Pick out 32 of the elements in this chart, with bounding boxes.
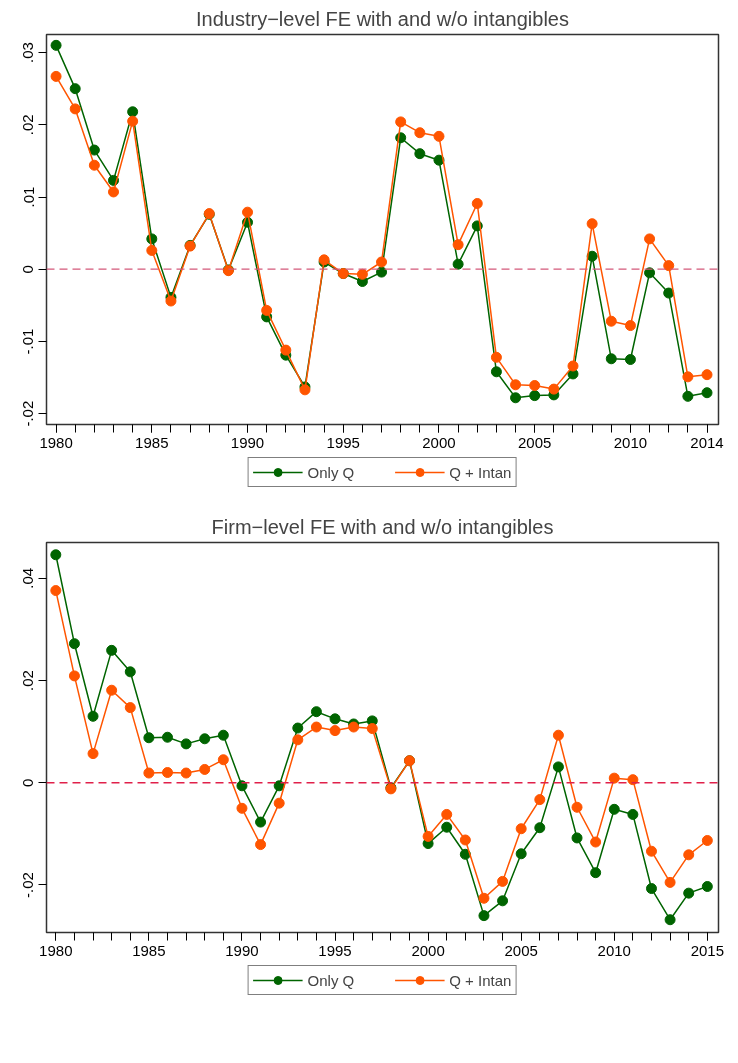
chart-title: Industry−level FE with and w/o intangibles [196,7,569,30]
x-tick-label: 1985 [135,433,169,451]
x-tick-label: 2015 [690,941,725,959]
x-tick-label: 2005 [504,941,538,959]
y-tick-label: .02 [19,670,37,691]
x-tick-label: 2000 [411,941,445,959]
x-tick-label: 1990 [230,433,265,451]
x-tick-label: 2010 [597,941,631,959]
y-tick-label: .01 [19,186,37,208]
x-tick-label: 2010 [613,433,648,451]
x-tick-label: 1995 [326,433,360,451]
y-tick-label: .02 [19,114,37,136]
y-tick-label: .04 [19,567,37,589]
legend-label: Only Q [307,971,355,989]
y-tick-label: -.02 [19,872,37,898]
legend-label: Only Q [307,463,355,481]
legend-label: Q + Intan [449,463,512,481]
x-tick-label: 1990 [225,941,259,959]
x-tick-label: 2005 [518,433,552,451]
x-tick-label: 1995 [318,941,352,959]
x-tick-label: 1980 [39,941,73,959]
y-tick-label: 0 [19,778,37,787]
x-tick-label: 1980 [39,433,73,451]
y-tick-label: .03 [19,42,37,63]
y-tick-label: -.01 [19,328,37,355]
y-tick-label: -.02 [19,400,37,427]
legend-label: Q + Intan [449,971,512,989]
chart-title: Firm−level FE with and w/o intangibles [211,515,554,538]
y-tick-label: 0 [19,265,37,274]
x-tick-label: 2014 [690,433,724,451]
x-tick-label: 1985 [132,941,166,959]
x-tick-label: 2000 [422,433,456,451]
